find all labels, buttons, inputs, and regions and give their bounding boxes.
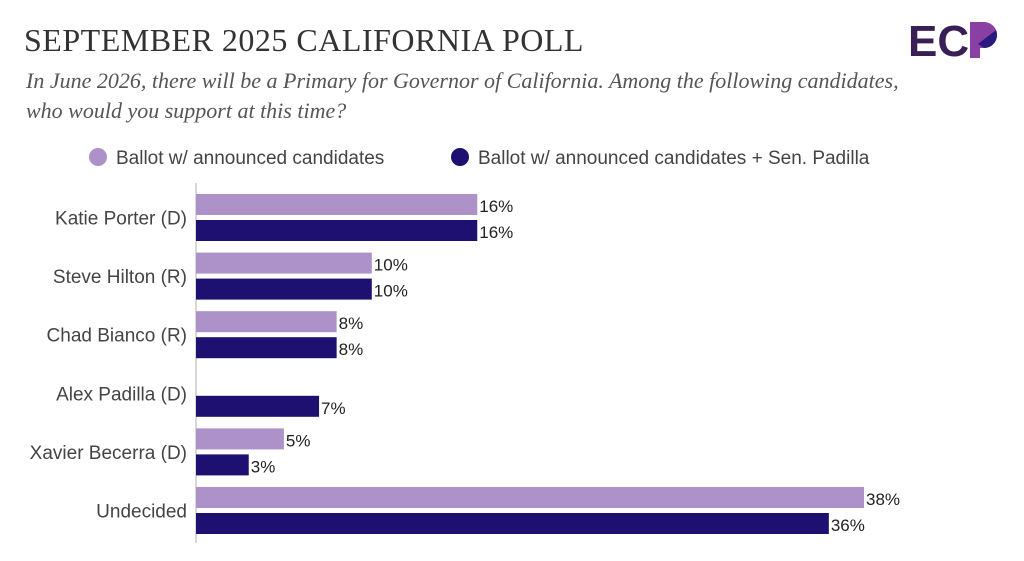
data-label: 38%	[866, 490, 900, 509]
bar	[196, 194, 478, 215]
legend-marker	[451, 148, 469, 166]
category-label: Undecided	[96, 502, 187, 523]
category-label: Xavier Becerra (D)	[30, 443, 187, 464]
data-label: 7%	[321, 399, 346, 418]
bar	[196, 395, 320, 417]
bar	[196, 513, 829, 534]
data-label: 16%	[479, 197, 513, 216]
bar	[196, 252, 372, 274]
data-label: 8%	[339, 340, 364, 359]
data-label: 36%	[831, 516, 865, 535]
data-label: 10%	[374, 282, 408, 301]
bar	[196, 487, 864, 508]
bar	[196, 220, 478, 241]
category-label: Alex Padilla (D)	[56, 384, 187, 405]
category-label: Katie Porter (D)	[55, 209, 187, 230]
data-label: 8%	[339, 314, 364, 333]
data-label: 3%	[251, 457, 276, 476]
data-label: 10%	[374, 256, 408, 275]
bar	[196, 311, 337, 333]
bar	[196, 428, 284, 450]
data-label: 5%	[286, 431, 311, 450]
legend-marker	[89, 148, 107, 166]
page-title: SEPTEMBER 2025 CALIFORNIA POLL	[24, 22, 584, 58]
bar	[196, 337, 337, 359]
svg-text:EC: EC	[908, 18, 969, 62]
poll-question: In June 2026, there will be a Primary fo…	[26, 68, 899, 123]
ecp-logo: EC	[908, 17, 1000, 67]
legend-label: Ballot w/ announced candidates + Sen. Pa…	[478, 148, 870, 169]
legend-label: Ballot w/ announced candidates	[116, 148, 384, 169]
bar	[196, 278, 372, 300]
data-label: 16%	[479, 223, 513, 242]
category-label: Steve Hilton (R)	[53, 267, 187, 288]
bar	[196, 454, 249, 476]
category-label: Chad Bianco (R)	[47, 326, 187, 347]
